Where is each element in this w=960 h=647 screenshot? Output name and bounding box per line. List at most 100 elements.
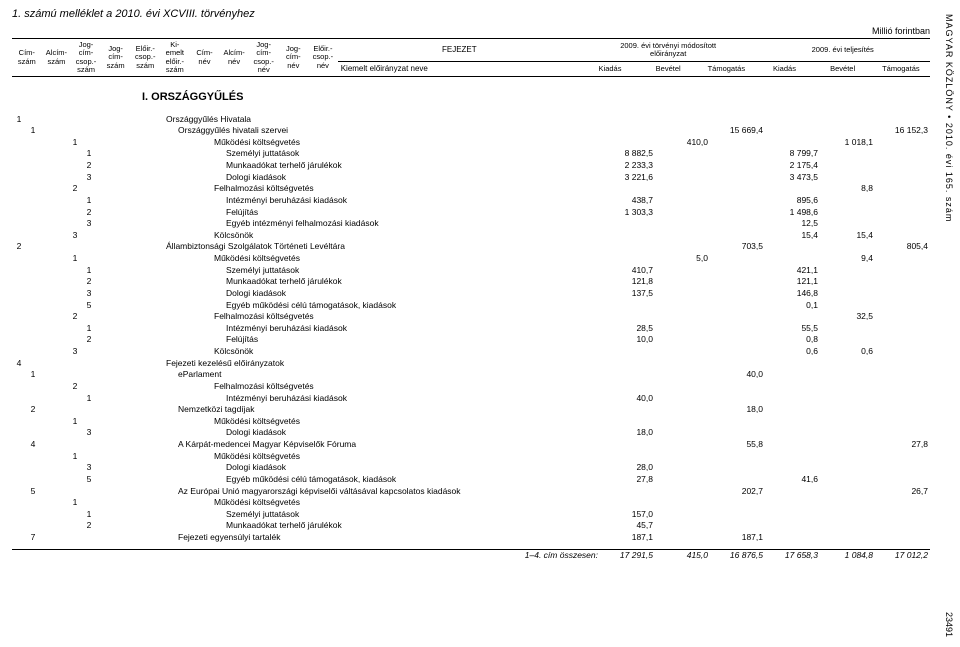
table-row: 5Egyéb működési célú támogatások, kiadás… xyxy=(12,299,930,311)
row-value xyxy=(710,450,765,462)
row-index xyxy=(26,520,40,532)
row-index xyxy=(124,253,138,265)
row-value: 18,0 xyxy=(600,427,655,439)
row-value xyxy=(710,334,765,346)
row-index xyxy=(152,357,166,369)
row-index xyxy=(68,299,82,311)
header-col: Jog-cím-név xyxy=(278,39,308,77)
row-value: 32,5 xyxy=(820,311,875,323)
row-index xyxy=(152,194,166,206)
row-index xyxy=(54,148,68,160)
row-index: 3 xyxy=(82,462,96,474)
row-index xyxy=(138,113,152,125)
row-index xyxy=(54,276,68,288)
row-index xyxy=(40,125,54,137)
row-index xyxy=(12,218,26,230)
summary-value: 16 876,5 xyxy=(710,549,765,561)
row-index xyxy=(152,183,166,195)
table-row: 3Egyéb intézményi felhalmozási kiadások1… xyxy=(12,218,930,230)
table-row: 1Működési költségvetés5,09,4 xyxy=(12,253,930,265)
row-index xyxy=(152,404,166,416)
row-index xyxy=(96,520,110,532)
row-value xyxy=(765,241,820,253)
row-index xyxy=(96,206,110,218)
row-index xyxy=(138,485,152,497)
row-value xyxy=(655,508,710,520)
row-index xyxy=(12,311,26,323)
row-value: 1 498,6 xyxy=(765,206,820,218)
row-value xyxy=(875,334,930,346)
row-value: 410,7 xyxy=(600,264,655,276)
row-value xyxy=(655,334,710,346)
row-index xyxy=(68,322,82,334)
row-value xyxy=(600,380,655,392)
row-index xyxy=(54,473,68,485)
row-value xyxy=(600,253,655,265)
row-index xyxy=(96,125,110,137)
row-value xyxy=(820,473,875,485)
row-index: 3 xyxy=(82,427,96,439)
row-index xyxy=(68,287,82,299)
row-index xyxy=(124,113,138,125)
row-label: Intézményi beruházási kiadások xyxy=(166,322,600,334)
row-index xyxy=(40,415,54,427)
row-value: 18,0 xyxy=(710,404,765,416)
row-index xyxy=(96,357,110,369)
row-index xyxy=(40,229,54,241)
row-index xyxy=(110,346,124,358)
row-value: 0,1 xyxy=(765,299,820,311)
row-index xyxy=(152,171,166,183)
row-index xyxy=(12,276,26,288)
row-index xyxy=(138,148,152,160)
row-index xyxy=(40,462,54,474)
row-index xyxy=(96,462,110,474)
row-index xyxy=(82,229,96,241)
row-index xyxy=(12,462,26,474)
row-index: 4 xyxy=(12,357,26,369)
row-value xyxy=(820,218,875,230)
row-value xyxy=(875,346,930,358)
row-index xyxy=(40,183,54,195)
row-value xyxy=(875,113,930,125)
row-index xyxy=(68,508,82,520)
row-index xyxy=(26,206,40,218)
row-value: 146,8 xyxy=(765,287,820,299)
row-index: 3 xyxy=(82,287,96,299)
row-index xyxy=(96,380,110,392)
row-index xyxy=(96,404,110,416)
table-row: 5Egyéb működési célú támogatások, kiadás… xyxy=(12,473,930,485)
row-index xyxy=(110,253,124,265)
row-value: 0,6 xyxy=(820,346,875,358)
row-value xyxy=(875,450,930,462)
row-index: 2 xyxy=(82,520,96,532)
row-index xyxy=(152,218,166,230)
row-index xyxy=(82,380,96,392)
row-index xyxy=(68,427,82,439)
row-index xyxy=(138,450,152,462)
row-index: 4 xyxy=(26,439,40,451)
row-index xyxy=(26,462,40,474)
header-col: Előir.-csop.-szám xyxy=(130,39,160,77)
row-value xyxy=(655,427,710,439)
row-index xyxy=(124,171,138,183)
row-value xyxy=(655,346,710,358)
row-value xyxy=(600,450,655,462)
row-index xyxy=(124,264,138,276)
row-value xyxy=(710,287,765,299)
row-value xyxy=(765,380,820,392)
row-value xyxy=(820,404,875,416)
row-value xyxy=(875,148,930,160)
row-value xyxy=(875,264,930,276)
row-index: 2 xyxy=(82,206,96,218)
row-value xyxy=(765,485,820,497)
row-label: Kölcsönök xyxy=(166,346,600,358)
row-value xyxy=(820,357,875,369)
row-index xyxy=(26,392,40,404)
row-index xyxy=(54,322,68,334)
row-value xyxy=(875,136,930,148)
row-label: Működési költségvetés xyxy=(166,136,600,148)
row-value xyxy=(655,369,710,381)
row-index xyxy=(12,532,26,544)
row-index xyxy=(124,125,138,137)
row-label: Személyi juttatások xyxy=(166,508,600,520)
